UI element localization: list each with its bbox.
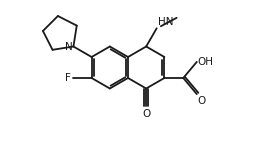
Text: O: O bbox=[142, 109, 150, 119]
Text: F: F bbox=[65, 73, 71, 83]
Text: OH: OH bbox=[198, 57, 214, 67]
Text: N: N bbox=[65, 41, 72, 51]
Text: O: O bbox=[198, 96, 206, 106]
Text: HN: HN bbox=[158, 17, 173, 27]
